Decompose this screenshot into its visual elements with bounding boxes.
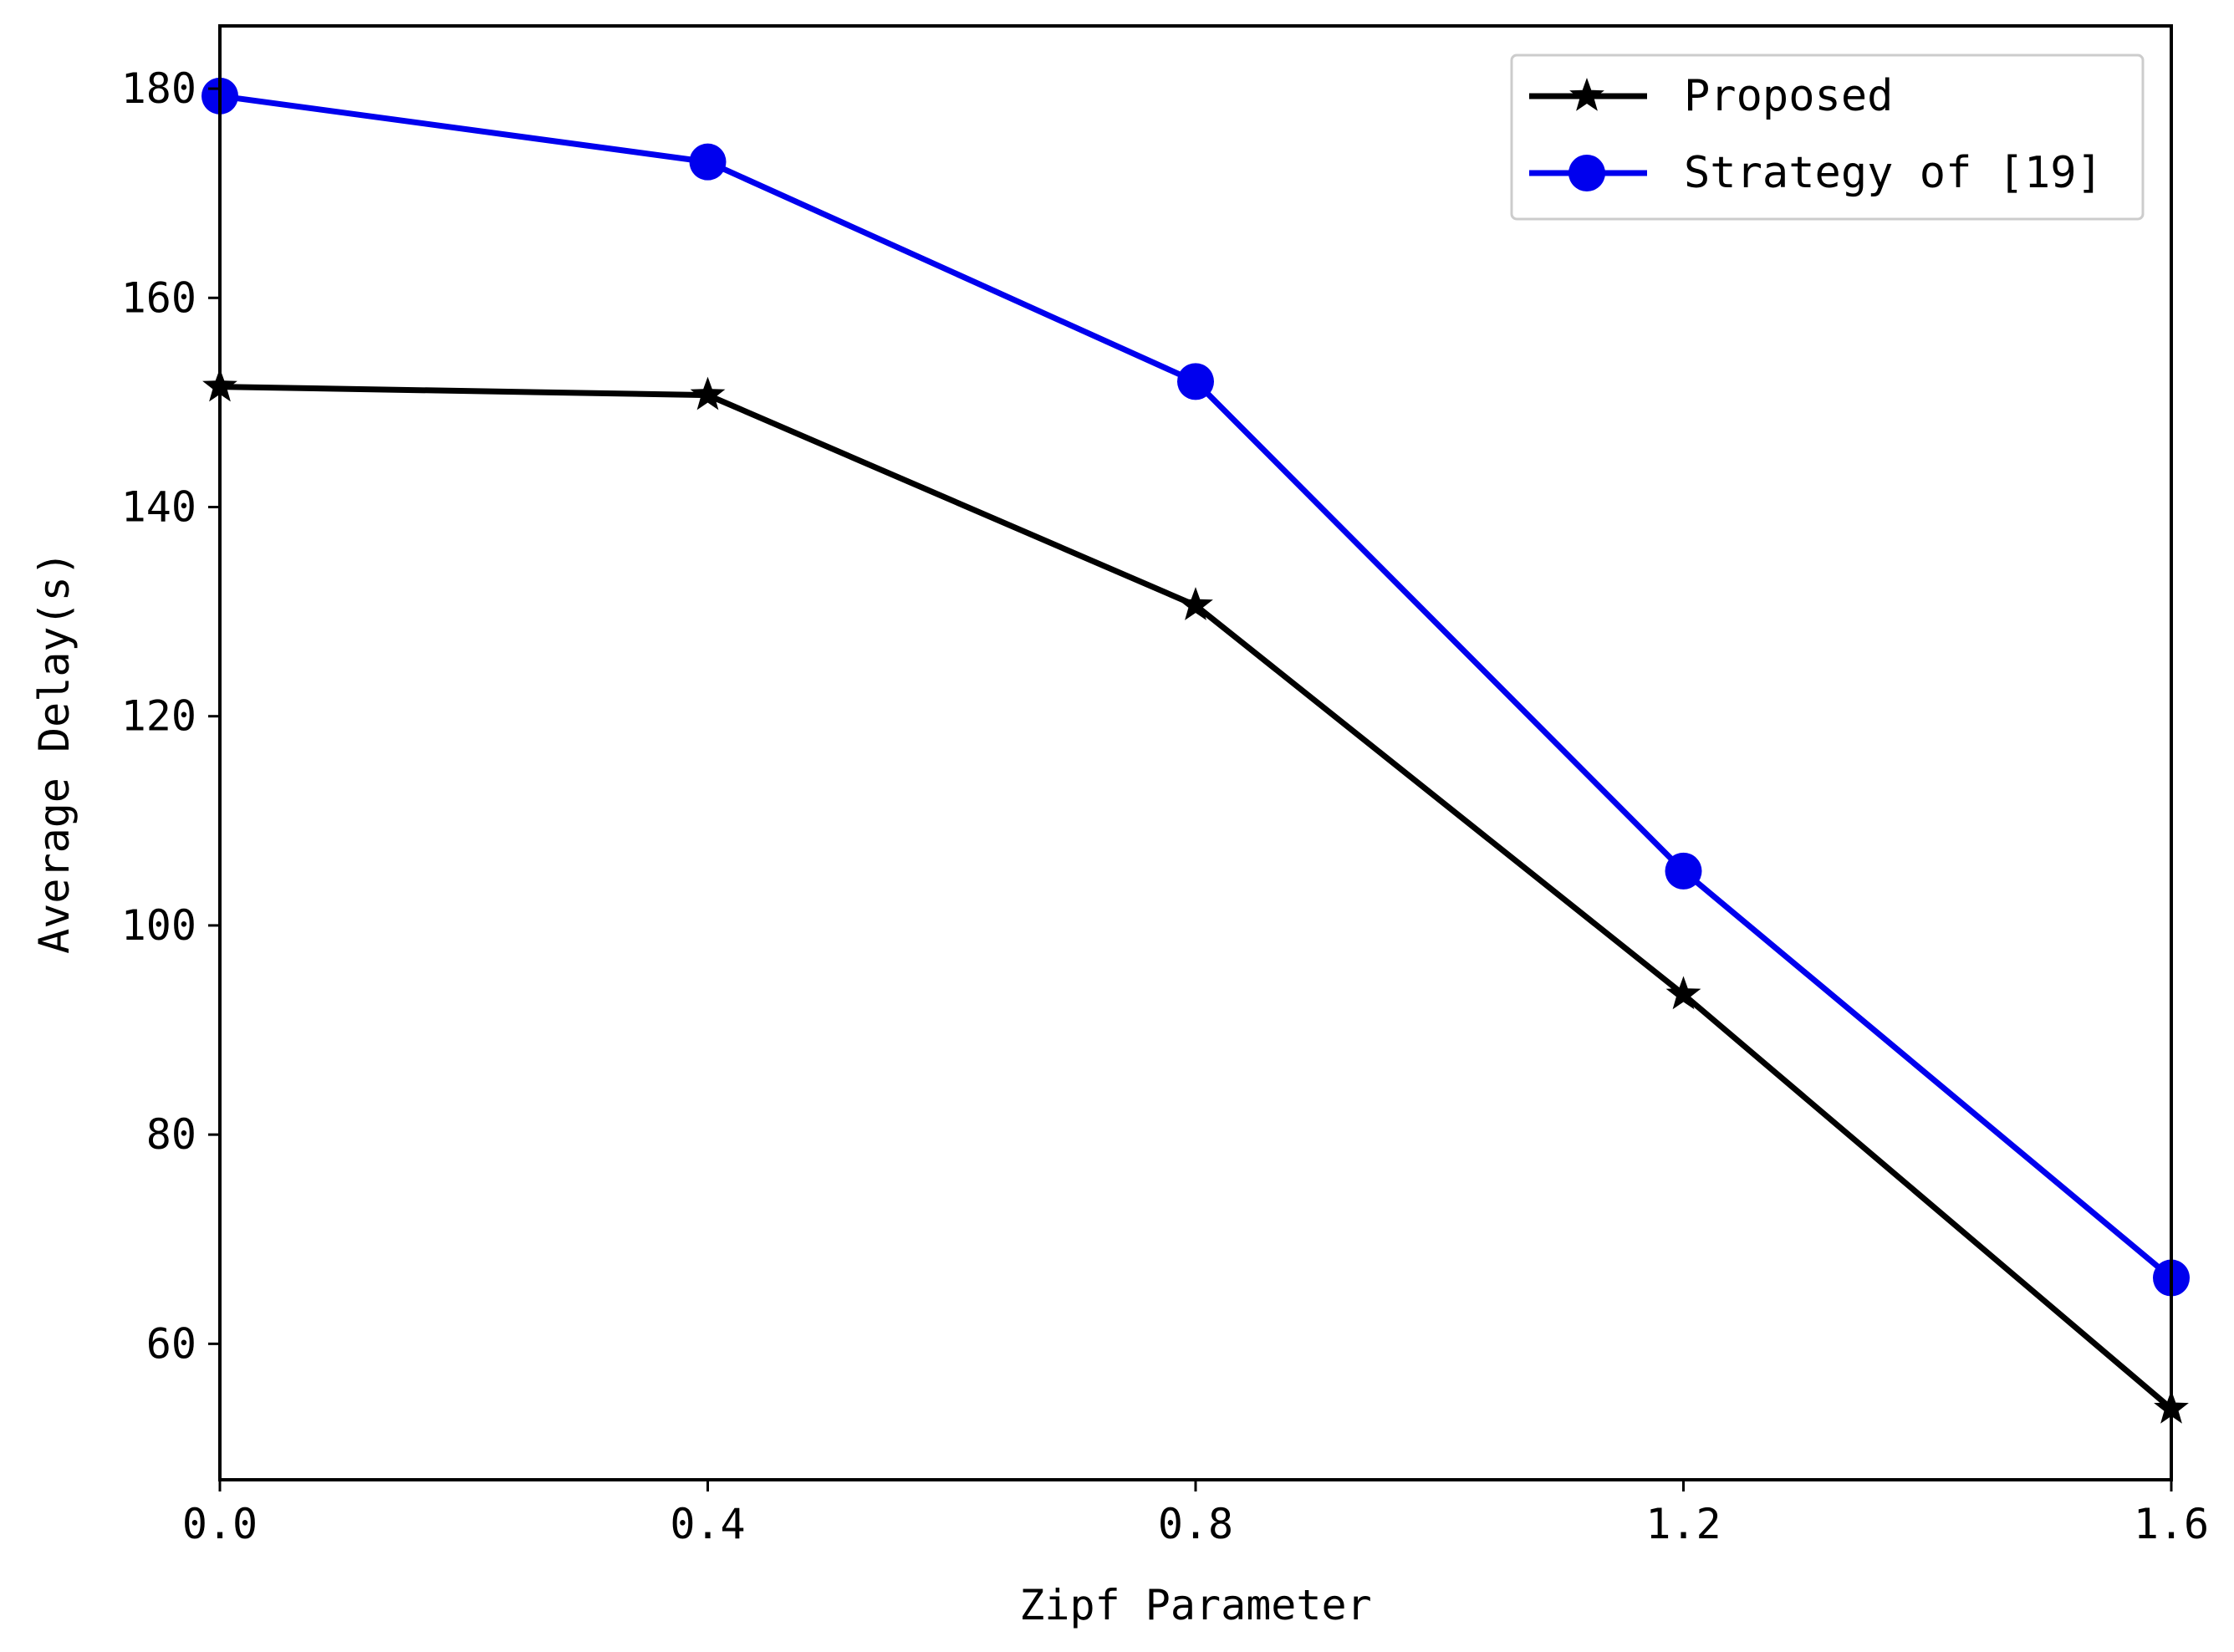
x-tick-label: 0.4 bbox=[670, 1500, 745, 1548]
legend-marker-strategy bbox=[1568, 155, 1605, 191]
legend-marker-proposed bbox=[1569, 78, 1604, 111]
x-tick-label: 0.0 bbox=[182, 1500, 258, 1548]
x-tick-label: 1.6 bbox=[2134, 1500, 2209, 1548]
y-axis-title: Average Delay(s) bbox=[30, 551, 79, 954]
legend-label-proposed: Proposed bbox=[1684, 71, 1893, 121]
x-tick-label: 0.8 bbox=[1158, 1500, 1233, 1548]
y-tick-label: 140 bbox=[121, 482, 196, 531]
legend: Proposed Strategy of [19] bbox=[1510, 54, 2145, 221]
series-line bbox=[219, 384, 2174, 1411]
data-point bbox=[1665, 852, 1702, 890]
data-point bbox=[1178, 587, 1213, 620]
y-tick-label: 80 bbox=[146, 1110, 196, 1159]
y-tick-label: 160 bbox=[121, 273, 196, 322]
ticks-layer: 0.0 0.4 0.8 1.2 1.6 60 80 100 120 140 160 180 bbox=[121, 64, 2209, 1548]
data-point bbox=[689, 143, 727, 181]
series-layer bbox=[201, 77, 2190, 1424]
data-point bbox=[690, 376, 726, 410]
legend-frame bbox=[1510, 54, 2145, 221]
series-line bbox=[219, 93, 2174, 1281]
series-proposed bbox=[202, 368, 2189, 1424]
series-strategy bbox=[201, 77, 2190, 1297]
y-tick-label: 100 bbox=[121, 901, 196, 950]
data-point bbox=[1665, 976, 1701, 1010]
y-tick-label: 60 bbox=[146, 1319, 196, 1368]
y-tick-label: 180 bbox=[121, 64, 196, 113]
y-tick-label: 120 bbox=[121, 692, 196, 741]
data-point bbox=[1177, 363, 1214, 400]
x-axis-title: Zipf Parameter bbox=[1019, 1581, 1371, 1629]
plot-frame bbox=[218, 24, 2173, 1481]
x-tick-label: 1.2 bbox=[1645, 1500, 1721, 1548]
legend-label-strategy: Strategy of [19] bbox=[1684, 148, 2103, 198]
